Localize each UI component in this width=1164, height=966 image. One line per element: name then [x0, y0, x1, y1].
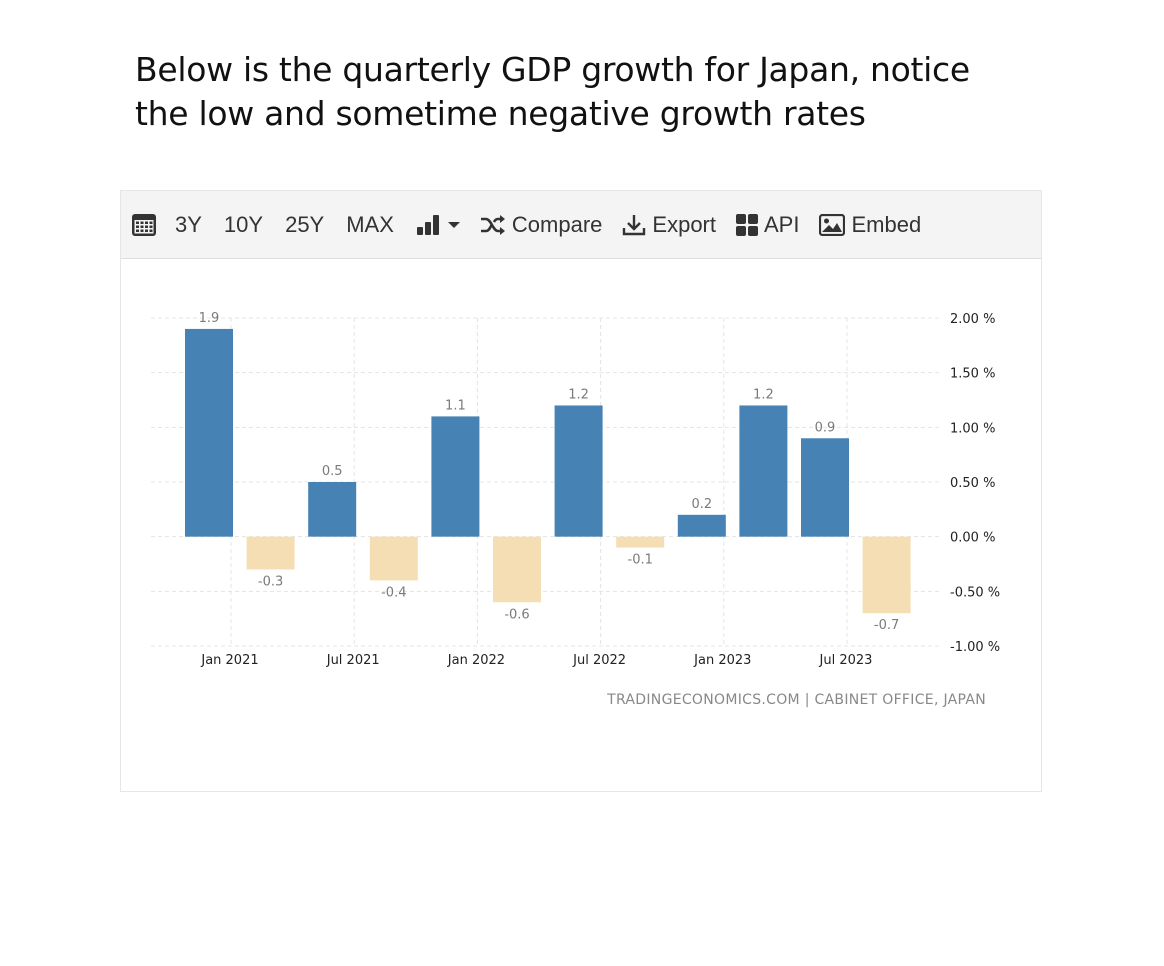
- embed-label: Embed: [851, 211, 922, 237]
- axis-layer: 2.00 % 1.50 % 1.00 % 0.50 % 0.00 % -0.50 % -1.…: [200, 312, 1000, 668]
- bar-jan-2021: [185, 328, 233, 537]
- data-label: 0.5: [322, 464, 343, 479]
- data-label: 1.2: [568, 387, 589, 402]
- data-label: 1.9: [199, 311, 220, 326]
- grid-layer: [151, 317, 939, 647]
- export-button[interactable]: Export: [622, 212, 716, 238]
- bar-layer: [185, 328, 911, 614]
- data-label: 0.9: [815, 420, 836, 435]
- bar-jul-2022: [554, 405, 603, 537]
- bar-oct-2023: [862, 536, 911, 614]
- bar-oct-2021: [369, 536, 418, 581]
- y-tick-label: 0.50 %: [950, 476, 995, 491]
- bar-oct-2022: [616, 536, 665, 548]
- caret-down-icon: [447, 221, 460, 229]
- data-label: -0.1: [628, 553, 653, 568]
- data-label: 1.2: [753, 387, 774, 402]
- x-tick-label: Jan 2021: [200, 653, 258, 668]
- api-button[interactable]: API: [736, 212, 799, 238]
- caption-line-2: the low and sometime negative growth rat…: [135, 94, 866, 133]
- bar-apr-2021: [246, 536, 295, 570]
- bar-jul-2021: [308, 482, 357, 537]
- data-label: -0.6: [504, 607, 529, 622]
- compare-label: Compare: [511, 211, 603, 237]
- y-tick-label: -1.00 %: [950, 640, 1000, 655]
- data-label: -0.4: [381, 585, 406, 600]
- y-tick-label: 1.00 %: [950, 421, 995, 436]
- bar-apr-2023: [739, 405, 788, 537]
- x-tick-label: Jul 2021: [326, 653, 380, 668]
- range-10y-button[interactable]: 10Y: [224, 212, 263, 238]
- x-tick-label: Jan 2023: [693, 653, 751, 668]
- range-10y-label: 10Y: [223, 211, 264, 237]
- chart-type-button[interactable]: [416, 214, 460, 236]
- compare-button[interactable]: Compare: [480, 212, 602, 238]
- x-tick-label: Jul 2022: [572, 653, 626, 668]
- x-tick-label: Jan 2022: [447, 653, 505, 668]
- y-tick-label: -0.50 %: [950, 585, 1000, 600]
- gdp-growth-bar-chart: 1.9 -0.3 0.5 -0.4 1.1 -0.6 1.2 -0.1 0.2 1.2 0.9 -0.…: [151, 311, 1000, 708]
- page-caption: Below is the quarterly GDP growth for Ja…: [135, 48, 1035, 136]
- range-3y-label: 3Y: [175, 211, 202, 237]
- calendar-button[interactable]: [131, 212, 157, 238]
- bar-apr-2022: [493, 536, 541, 603]
- data-label: 1.1: [445, 398, 466, 413]
- y-tick-label: 2.00 %: [950, 312, 995, 327]
- embed-button[interactable]: Embed: [819, 212, 921, 238]
- y-tick-label: 1.50 %: [950, 367, 995, 382]
- caption-line-1: Below is the quarterly GDP growth for Ja…: [135, 50, 970, 89]
- data-label: -0.7: [874, 618, 899, 633]
- chart-toolbar: 3Y 10Y 25Y MAX: [121, 191, 1041, 259]
- data-label-layer: 1.9 -0.3 0.5 -0.4 1.1 -0.6 1.2 -0.1 0.2 1.2 0.9 -0.…: [199, 311, 900, 633]
- api-label: API: [764, 211, 800, 237]
- bar-jan-2022: [431, 416, 480, 537]
- bar-jan-2023: [677, 514, 726, 537]
- chart-widget: 3Y 10Y 25Y MAX: [120, 190, 1042, 792]
- range-25y-label: 25Y: [285, 211, 325, 237]
- range-max-label: MAX: [346, 211, 394, 237]
- range-max-button[interactable]: MAX: [346, 212, 394, 238]
- range-25y-button[interactable]: 25Y: [285, 212, 324, 238]
- data-label: -0.3: [258, 574, 283, 589]
- y-tick-label: 0.00 %: [950, 531, 995, 546]
- grid-icon: [736, 213, 758, 236]
- calendar-icon: [131, 212, 157, 238]
- range-3y-button[interactable]: 3Y: [175, 212, 202, 238]
- bar-chart-icon: [416, 214, 440, 236]
- shuffle-icon: [480, 214, 506, 236]
- export-label: Export: [652, 211, 716, 237]
- bar-jul-2023: [801, 438, 849, 537]
- download-icon: [622, 213, 646, 237]
- data-label: 0.2: [691, 497, 712, 512]
- x-tick-label: Jul 2023: [819, 653, 873, 668]
- source-credit: TRADINGECONOMICS.COM | CABINET OFFICE, J…: [606, 692, 986, 708]
- image-icon: [819, 213, 846, 236]
